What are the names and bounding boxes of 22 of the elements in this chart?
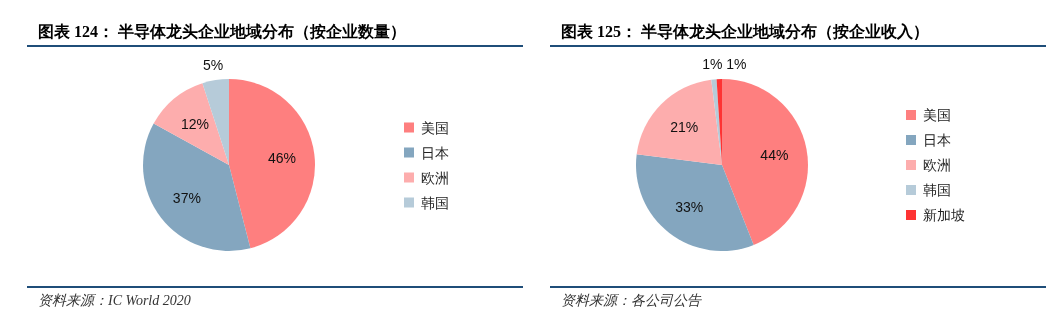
legend-label: 日本	[923, 132, 951, 148]
legend-label: 新加坡	[923, 207, 965, 223]
legend-label: 韩国	[421, 194, 449, 211]
legend-label: 美国	[421, 119, 449, 136]
legend-label: 欧洲	[923, 157, 951, 173]
data-label: 12%	[181, 115, 210, 132]
legend-label: 欧洲	[421, 169, 449, 186]
data-label: 1%	[726, 55, 747, 72]
data-label: 21%	[670, 119, 699, 136]
chart-title: 图表 125： 半导体龙头企业地域分布（按企业收入）	[561, 23, 929, 41]
legend-label: 韩国	[923, 182, 951, 198]
data-label: 44%	[760, 147, 789, 164]
legend-label: 日本	[421, 144, 449, 161]
chart-title: 图表 124： 半导体龙头企业地域分布（按企业数量）	[38, 23, 406, 41]
text: 资料来源：IC World 2020	[38, 293, 191, 308]
legend-label: 美国	[923, 107, 951, 123]
data-label: 33%	[675, 199, 704, 216]
data-label: 37%	[172, 189, 201, 206]
data-label: 46%	[267, 150, 296, 167]
data-label: 5%	[203, 56, 224, 73]
data-label: 1%	[702, 55, 723, 72]
text: 资料来源：各公司公告	[561, 293, 702, 308]
